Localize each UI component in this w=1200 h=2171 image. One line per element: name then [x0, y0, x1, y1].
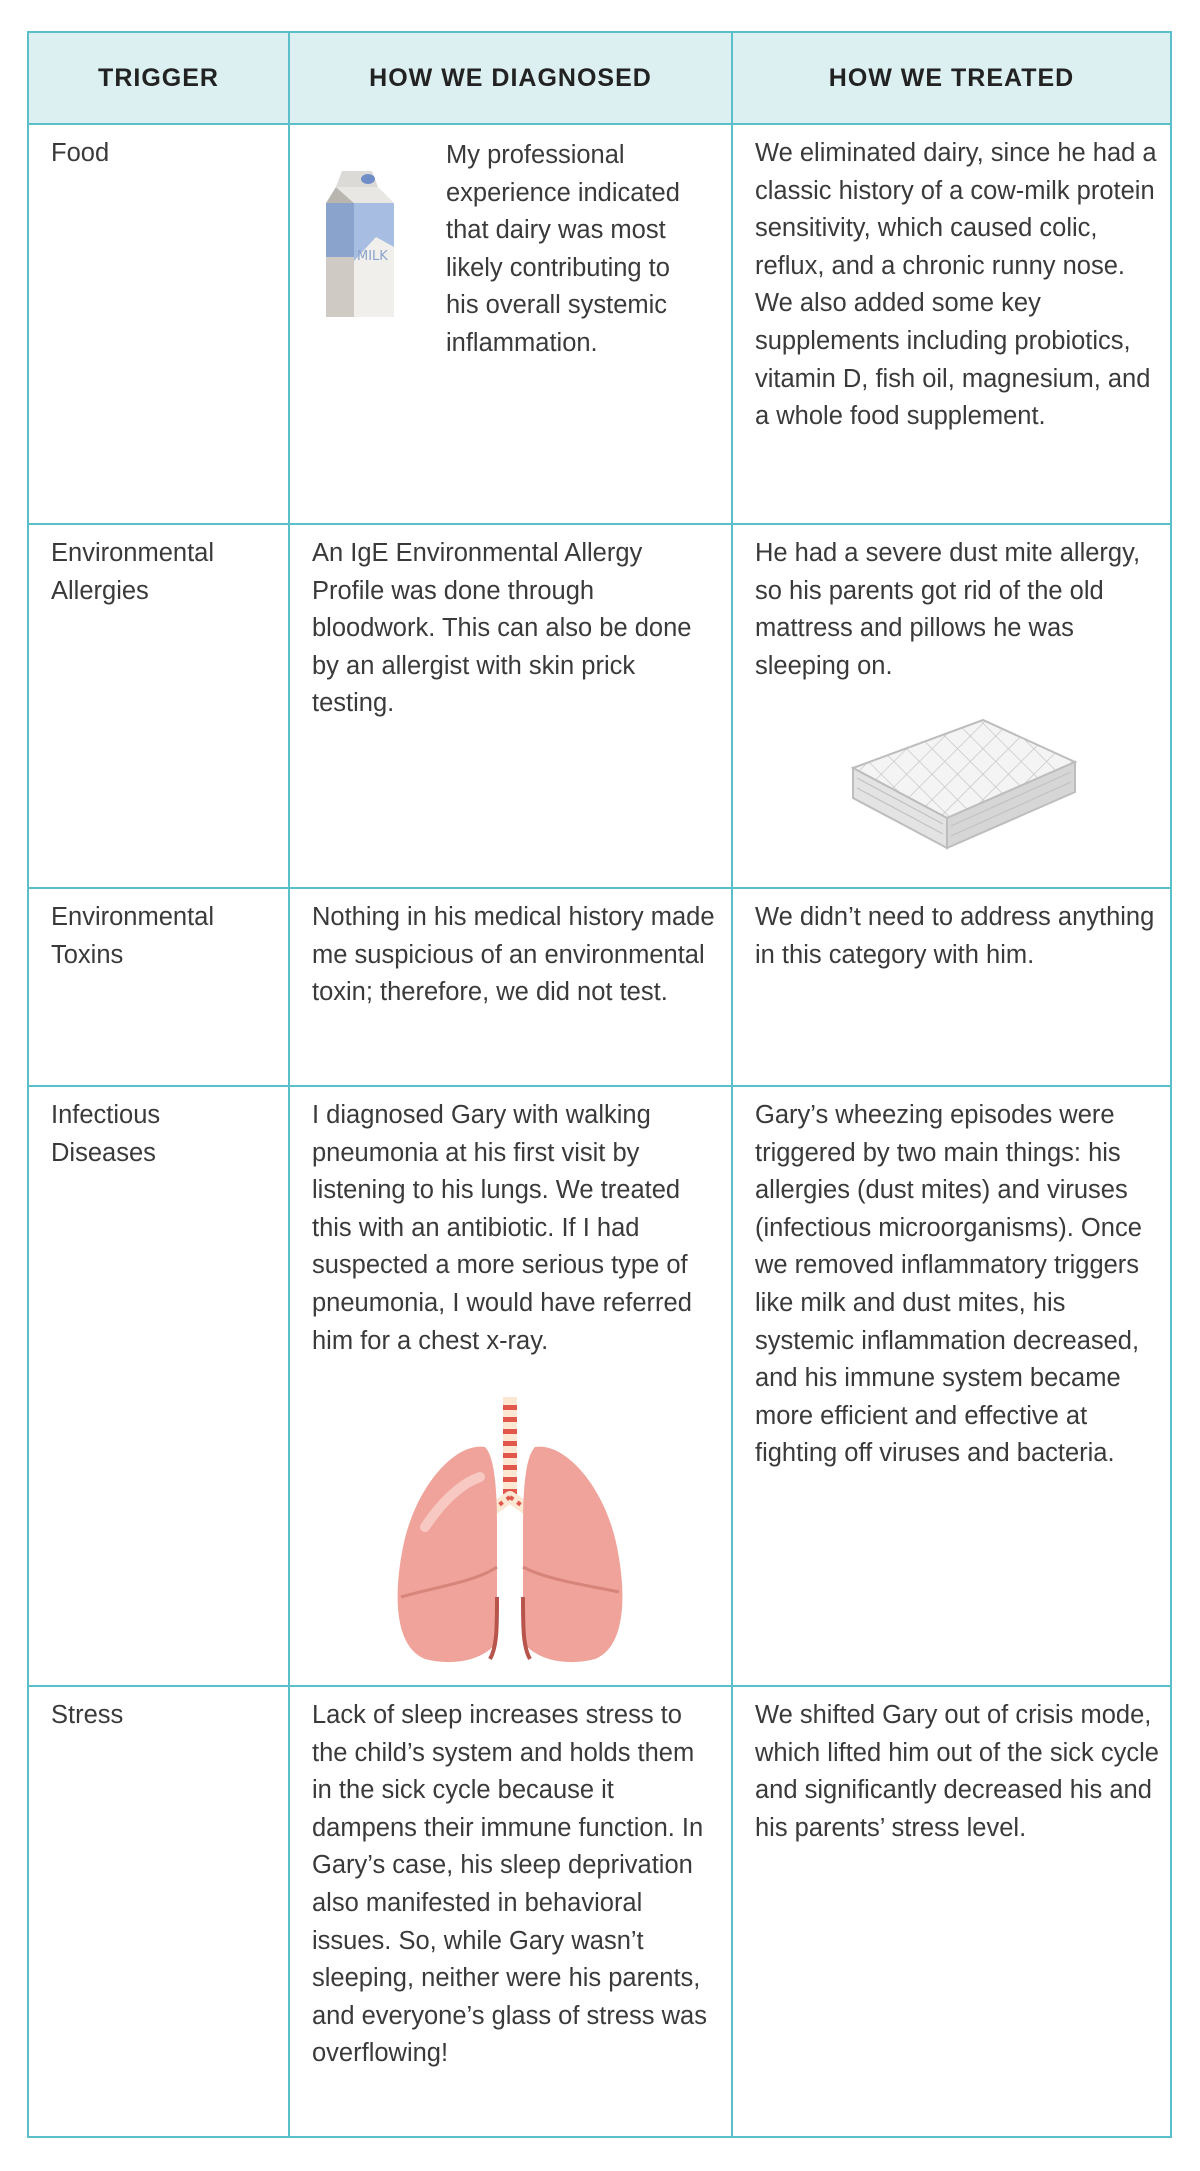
trigger-cell: Stress [29, 1687, 288, 2136]
treated-text: He had a severe dust mite allergy, so hi… [755, 539, 1141, 680]
diagnosed-cell: Nothing in his medical history made me s… [288, 889, 731, 1085]
table-row: Food MILK My professional experience ind… [29, 125, 1170, 525]
treated-text: We didn’t need to address anything in th… [755, 903, 1155, 969]
header-trigger: TRIGGER [98, 63, 219, 92]
treated-cell: He had a severe dust mite allergy, so hi… [731, 525, 1170, 887]
diagnosed-text: Nothing in his medical history made me s… [312, 903, 715, 1007]
table-row: Environmental Toxins Nothing in his medi… [29, 889, 1170, 1087]
treated-cell: We didn’t need to address anything in th… [731, 889, 1170, 1085]
trigger-table: TRIGGER HOW WE DIAGNOSED HOW WE TREATED … [27, 31, 1172, 2138]
treated-text: We shifted Gary out of crisis mode, whic… [755, 1701, 1159, 1842]
table-header-row: TRIGGER HOW WE DIAGNOSED HOW WE TREATED [29, 33, 1170, 125]
treated-cell: We shifted Gary out of crisis mode, whic… [731, 1687, 1170, 2136]
table-row: Stress Lack of sleep increases stress to… [29, 1687, 1170, 2136]
mattress-icon [850, 718, 1078, 850]
diagnosed-cell: Lack of sleep increases stress to the ch… [288, 1687, 731, 2136]
treated-cell: We eliminated dairy, since he had a clas… [731, 125, 1170, 523]
svg-text:MILK: MILK [357, 249, 388, 264]
table-row: Infectious Diseases I diagnosed Gary wit… [29, 1087, 1170, 1687]
trigger-label: Environmental Allergies [51, 539, 214, 605]
treated-text: We eliminated dairy, since he had a clas… [755, 139, 1157, 431]
trigger-cell: Environmental Toxins [29, 889, 288, 1085]
trigger-label: Food [51, 139, 110, 167]
diagnosed-cell: MILK My professional experience indicate… [288, 125, 731, 523]
trigger-label: Stress [51, 1701, 124, 1729]
table-row: Environmental Allergies An IgE Environme… [29, 525, 1170, 889]
diagnosed-cell: I diagnosed Gary with walking pneumonia … [288, 1087, 731, 1685]
trigger-label: Environmental Toxins [51, 903, 214, 969]
lungs-icon [397, 1397, 623, 1663]
treated-text: Gary’s wheezing episodes were triggered … [755, 1101, 1142, 1468]
treated-cell: Gary’s wheezing episodes were triggered … [731, 1087, 1170, 1685]
diagnosed-text: Lack of sleep increases stress to the ch… [312, 1701, 707, 2068]
trigger-label: Infectious Diseases [51, 1101, 161, 1167]
trigger-cell: Food [29, 125, 288, 523]
diagnosed-text: I diagnosed Gary with walking pneumonia … [312, 1101, 692, 1355]
trigger-cell: Infectious Diseases [29, 1087, 288, 1685]
diagnosed-text: My professional experience indicated tha… [446, 141, 680, 357]
diagnosed-cell: An IgE Environmental Allergy Profile was… [288, 525, 731, 887]
milk-carton-icon: MILK [326, 171, 394, 317]
header-how-we-treated: HOW WE TREATED [731, 33, 1170, 123]
diagnosed-text: An IgE Environmental Allergy Profile was… [312, 539, 692, 718]
trigger-cell: Environmental Allergies [29, 525, 288, 887]
header-how-we-diagnosed: HOW WE DIAGNOSED [288, 33, 731, 123]
